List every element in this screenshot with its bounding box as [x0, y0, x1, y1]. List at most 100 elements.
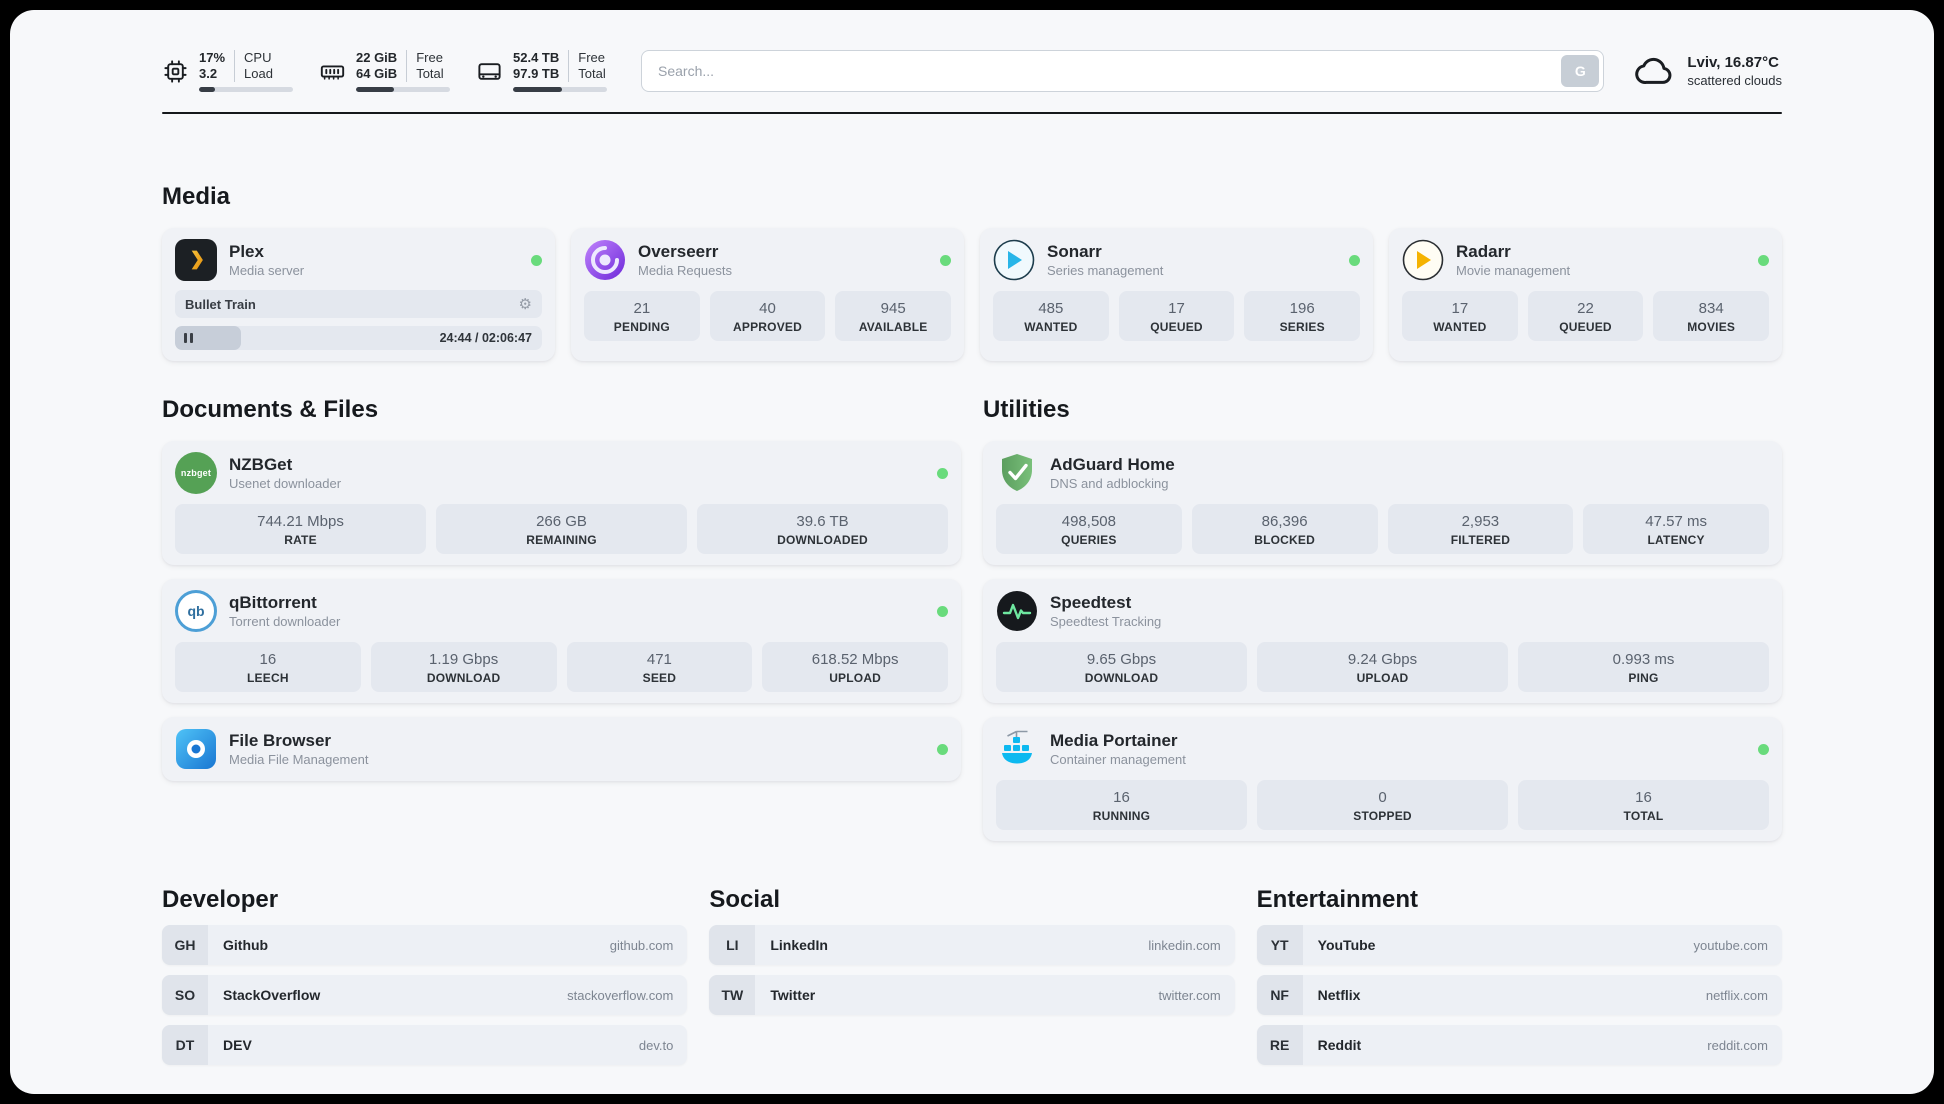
- section-title-entertainment: Entertainment: [1256, 886, 1419, 913]
- status-dot: [531, 254, 542, 266]
- stat-filtered: 2,953 FILTERED: [1387, 504, 1574, 554]
- bookmark-url: github.com: [609, 937, 674, 953]
- disk-icon: [478, 62, 501, 80]
- bookmark-badge: SO: [162, 975, 208, 1015]
- stat-wanted: 485 WANTED: [993, 291, 1109, 341]
- status-dot: [1758, 743, 1769, 755]
- disk-free-label: Free: [578, 50, 605, 65]
- stat-pending: 21 PENDING: [584, 291, 700, 341]
- section-title-utilities: Utilities: [983, 396, 1070, 423]
- bookmark-dev[interactable]: DT DEV dev.to: [162, 1025, 688, 1065]
- stat-download: 9.65 Gbps DOWNLOAD: [996, 642, 1247, 692]
- bookmark-stackoverflow[interactable]: SO StackOverflow stackoverflow.com: [162, 975, 688, 1015]
- app-desc: Media server: [229, 263, 305, 278]
- stat-latency: 47.57 ms LATENCY: [1583, 504, 1769, 554]
- section-title-documents: Documents & Files: [162, 396, 379, 423]
- section-title-social: Social: [709, 886, 781, 913]
- app-name: Media Portainer: [1050, 731, 1178, 750]
- app-name: Plex: [229, 242, 264, 261]
- app-card-overseerr[interactable]: Overseerr Media Requests 21 PENDING 40 APP…: [571, 228, 964, 361]
- bookmark-name: Reddit: [1317, 1037, 1362, 1053]
- app-card-qbittorrent[interactable]: qb qBittorrent Torrent downloader 16 LEEC…: [162, 579, 961, 703]
- stat-seed: 471 SEED: [566, 642, 753, 692]
- ram-widget: 22 GiB 64 GiB Free Total: [319, 50, 450, 92]
- app-card-filebrowser[interactable]: File Browser Media File Management: [162, 717, 961, 781]
- app-name: Overseerr: [638, 242, 719, 261]
- top-bar: 17% 3.2 CPU Load: [162, 50, 1782, 92]
- status-dot: [1349, 254, 1360, 266]
- status-dot: [940, 254, 951, 266]
- bookmark-youtube[interactable]: YT YouTube youtube.com: [1256, 925, 1782, 965]
- app-card-sonarr[interactable]: Sonarr Series management 485 WANTED 17 QUE…: [980, 228, 1373, 361]
- app-desc: Usenet downloader: [229, 476, 342, 491]
- radarr-icon: [1402, 239, 1444, 281]
- bookmark-name: StackOverflow: [223, 987, 321, 1003]
- settings-icon[interactable]: ⚙: [518, 295, 532, 313]
- bookmark-url: stackoverflow.com: [567, 987, 674, 1003]
- stat-available: 945 AVAILABLE: [835, 291, 952, 341]
- search-engine-button[interactable]: G: [1561, 55, 1600, 87]
- playback-progress-bar: 24:44 / 02:06:47: [175, 326, 542, 350]
- pause-icon[interactable]: [184, 333, 193, 343]
- bookmark-reddit[interactable]: RE Reddit reddit.com: [1256, 1025, 1782, 1065]
- adguard-icon: [996, 452, 1038, 494]
- ram-free-label: Free: [416, 50, 443, 65]
- app-name: Sonarr: [1047, 242, 1102, 261]
- app-card-nzbget[interactable]: nzbget NZBGet Usenet downloader 744.21 M…: [162, 441, 961, 565]
- bookmark-badge: DT: [162, 1025, 208, 1065]
- bookmark-name: Netflix: [1317, 987, 1361, 1003]
- bookmark-url: netflix.com: [1705, 987, 1768, 1003]
- stat-upload: 618.52 Mbps UPLOAD: [762, 642, 948, 692]
- plex-icon: [175, 239, 217, 281]
- stat-upload: 9.24 Gbps UPLOAD: [1257, 642, 1508, 692]
- bookmark-github[interactable]: GH Github github.com: [162, 925, 688, 965]
- app-card-adguard[interactable]: AdGuard Home DNS and adblocking 498,508 Q…: [983, 441, 1782, 565]
- cpu-load-label: Load: [244, 66, 273, 81]
- app-name: Radarr: [1456, 242, 1511, 261]
- bookmark-url: reddit.com: [1707, 1037, 1768, 1053]
- app-desc: Torrent downloader: [229, 614, 341, 629]
- bookmark-linkedin[interactable]: LI LinkedIn linkedin.com: [709, 925, 1235, 965]
- stat-running: 16 RUNNING: [996, 780, 1247, 830]
- disk-usage-bar: [513, 87, 607, 92]
- bookmark-netflix[interactable]: NF Netflix netflix.com: [1256, 975, 1782, 1015]
- app-card-portainer[interactable]: Media Portainer Container management 16 R…: [983, 717, 1782, 841]
- cpu-label: CPU: [244, 50, 272, 65]
- search-input[interactable]: [641, 50, 1605, 92]
- bookmark-badge: LI: [709, 925, 756, 965]
- app-desc: Media Requests: [638, 263, 732, 278]
- cpu-load-value: 3.2: [199, 66, 218, 81]
- portainer-icon: [996, 728, 1038, 770]
- status-dot: [937, 467, 948, 479]
- cloud-icon: [1635, 57, 1672, 84]
- app-card-speedtest[interactable]: Speedtest Speedtest Tracking 9.65 Gbps DO…: [983, 579, 1782, 703]
- app-name: qBittorrent: [229, 593, 317, 612]
- cpu-icon: [164, 59, 187, 83]
- cpu-percent: 17%: [199, 50, 226, 65]
- overseerr-icon: [584, 239, 626, 281]
- app-card-plex[interactable]: Plex Media server Bullet Train ⚙ 24:44 /…: [162, 228, 555, 361]
- app-desc: Media File Management: [229, 752, 369, 767]
- section-title-media: Media: [162, 183, 231, 210]
- disk-total-label: Total: [578, 66, 606, 81]
- weather-condition: scattered clouds: [1687, 73, 1782, 88]
- stat-movies: 834 MOVIES: [1653, 291, 1770, 341]
- app-card-radarr[interactable]: Radarr Movie management 17 WANTED 22 QUEUE…: [1389, 228, 1782, 361]
- weather-widget: Lviv, 16.87°C scattered clouds: [1634, 50, 1782, 92]
- dashboard-panel: 17% 3.2 CPU Load: [10, 10, 1934, 1094]
- now-playing-row: Bullet Train ⚙: [175, 290, 542, 318]
- header-divider: [162, 112, 1782, 114]
- bookmark-badge: GH: [162, 925, 208, 965]
- disk-free-value: 52.4 TB: [513, 50, 560, 65]
- nzbget-icon: nzbget: [175, 452, 217, 494]
- ram-free-value: 22 GiB: [356, 50, 398, 65]
- bookmark-badge: NF: [1256, 975, 1303, 1015]
- ram-total-value: 64 GiB: [356, 66, 398, 81]
- disk-widget: 52.4 TB 97.9 TB Free Total: [476, 50, 607, 92]
- cpu-usage-bar: [199, 87, 293, 92]
- sonarr-icon: [993, 239, 1035, 281]
- bookmark-twitter[interactable]: TW Twitter twitter.com: [709, 975, 1235, 1015]
- stat-downloaded: 39.6 TB DOWNLOADED: [697, 504, 948, 554]
- stat-total: 16 TOTAL: [1518, 780, 1769, 830]
- app-desc: DNS and adblocking: [1050, 476, 1169, 491]
